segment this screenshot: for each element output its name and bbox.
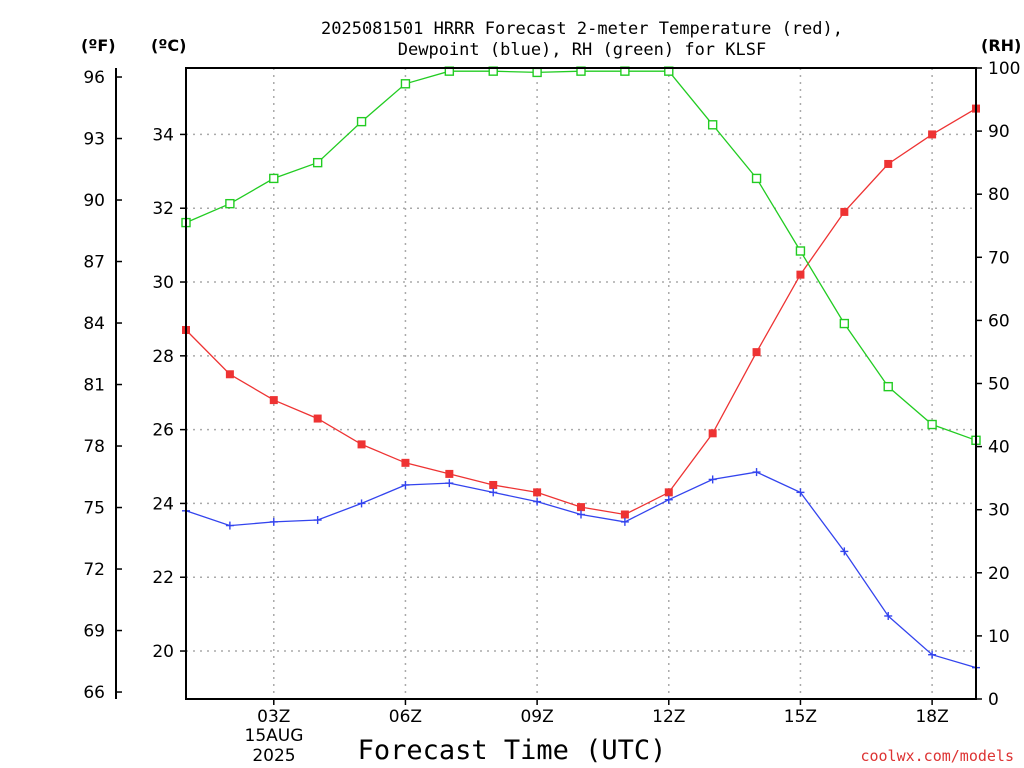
temperature-point	[840, 207, 849, 216]
x-tick-label: 09Z	[520, 707, 553, 727]
rh-point	[751, 173, 762, 184]
grid-lines	[186, 68, 976, 699]
rh-tick-label: 100	[988, 59, 1020, 79]
rh-tick-label: 60	[988, 311, 1010, 331]
fahrenheit-tick-label: 69	[83, 622, 105, 642]
temperature-point	[620, 510, 629, 519]
celsius-tick-label: 34	[152, 125, 174, 145]
celsius-tick-label: 22	[152, 568, 174, 588]
fahrenheit-tick-label: 96	[83, 68, 105, 88]
rh-point	[356, 116, 367, 127]
dewpoint-point	[489, 488, 498, 497]
temperature-point	[313, 414, 322, 423]
celsius-tick-label: 30	[152, 273, 174, 293]
rh-point	[707, 120, 718, 130]
fahrenheit-tick-label: 87	[83, 253, 105, 273]
rh-tick-label: 0	[988, 690, 999, 710]
rh-point	[795, 246, 806, 256]
temperature-point	[884, 159, 893, 168]
temperature-point	[708, 429, 717, 438]
dewpoint-point	[620, 517, 629, 526]
fahrenheit-tick-label: 90	[83, 191, 105, 211]
rh-series-line	[185, 70, 977, 441]
chart-title-line-2: Dewpoint (blue), RH (green) for KLSF	[398, 40, 766, 60]
dewpoint-point	[313, 516, 322, 525]
temperature-point	[577, 503, 585, 512]
date-label-day: 15AUG	[245, 726, 304, 746]
rh-tick-label: 70	[988, 248, 1010, 268]
plot-frame	[185, 67, 977, 700]
temperature-point	[225, 370, 234, 379]
rh-point	[225, 198, 235, 209]
temperature-point	[445, 469, 454, 478]
celsius-tick-label: 32	[152, 199, 174, 219]
temperature-point	[401, 458, 410, 467]
rh-point	[839, 318, 850, 329]
dewpoint-point	[401, 480, 410, 489]
celsius-tick-label: 24	[152, 494, 174, 514]
rh-point	[883, 381, 893, 392]
fahrenheit-tick-label: 75	[83, 499, 105, 519]
series-layer	[181, 66, 981, 672]
x-axis-label: Forecast Time (UTC)	[358, 735, 667, 766]
rh-tick-label: 50	[988, 375, 1010, 395]
axes-layer: 03Z 06Z 09Z 12Z 15Z 18Z 20 22 24 26 28 30 32 34 66 69 72…	[83, 59, 1020, 727]
fahrenheit-tick-label: 84	[83, 314, 105, 334]
dewpoint-point	[664, 495, 673, 504]
celsius-tick-label: 28	[152, 347, 174, 367]
dewpoint-point	[840, 547, 849, 556]
x-tick-label: 15Z	[784, 707, 817, 727]
rh-tick-label: 30	[988, 501, 1010, 521]
fahrenheit-tick-label: 72	[83, 560, 105, 580]
dewpoint-point	[445, 479, 454, 488]
fahrenheit-tick-label: 81	[83, 376, 105, 396]
dewpoint-point	[752, 468, 761, 477]
rh-point	[269, 173, 279, 184]
rh-tick-label: 10	[988, 627, 1010, 647]
rh-tick-label: 20	[988, 564, 1010, 584]
rh-point	[927, 419, 937, 430]
rh-point	[400, 79, 411, 89]
fahrenheit-unit-label: (ºF)	[81, 36, 116, 55]
dewpoint-point	[796, 488, 805, 497]
fahrenheit-tick-label: 93	[83, 130, 105, 150]
temperature-point	[928, 130, 937, 139]
temperature-point	[489, 480, 498, 489]
dewpoint-point	[357, 499, 366, 508]
dewpoint-point	[928, 650, 937, 659]
temperature-point	[664, 488, 673, 497]
rh-point	[532, 67, 542, 78]
temperature-point	[357, 440, 366, 449]
dewpoint-point	[269, 517, 278, 526]
rh-tick-label: 40	[988, 438, 1010, 458]
celsius-unit-label: (ºC)	[151, 36, 186, 55]
celsius-tick-label: 20	[152, 642, 174, 662]
dewpoint-series-line	[185, 471, 977, 669]
rh-tick-label: 80	[988, 185, 1010, 205]
rh-tick-label: 90	[988, 122, 1010, 142]
rh-unit-label: (RH)	[981, 36, 1021, 55]
dewpoint-point	[225, 521, 234, 530]
temperature-point	[752, 348, 761, 357]
x-tick-label: 18Z	[915, 707, 948, 727]
date-label-year: 2025	[252, 746, 295, 766]
temperature-point	[796, 270, 805, 279]
credit-link[interactable]: coolwx.com/models	[860, 747, 1014, 765]
dewpoint-point	[577, 510, 585, 519]
fahrenheit-tick-label: 78	[83, 437, 105, 457]
temperature-point	[533, 488, 542, 497]
x-tick-label: 03Z	[257, 707, 290, 727]
chart-title-line-1: 2025081501 HRRR Forecast 2-meter Tempera…	[321, 19, 843, 39]
temperature-series-line	[185, 108, 977, 516]
dewpoint-point	[533, 497, 542, 506]
temperature-point	[269, 396, 278, 405]
celsius-tick-label: 26	[152, 421, 174, 441]
rh-point	[312, 157, 323, 168]
fahrenheit-tick-label: 66	[83, 683, 105, 703]
dewpoint-point	[884, 611, 893, 620]
x-tick-label: 06Z	[389, 707, 422, 727]
x-tick-label: 12Z	[652, 707, 685, 727]
dewpoint-point	[708, 475, 717, 484]
